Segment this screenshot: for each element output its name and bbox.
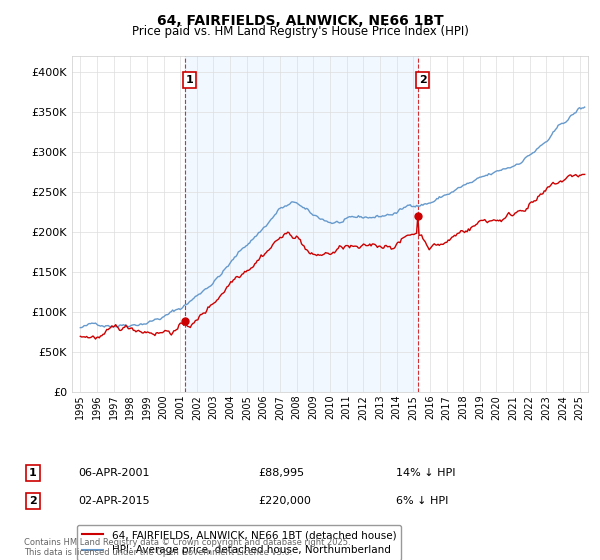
Text: 2: 2: [29, 496, 37, 506]
Text: Contains HM Land Registry data © Crown copyright and database right 2025.
This d: Contains HM Land Registry data © Crown c…: [24, 538, 350, 557]
Legend: 64, FAIRFIELDS, ALNWICK, NE66 1BT (detached house), HPI: Average price, detached: 64, FAIRFIELDS, ALNWICK, NE66 1BT (detac…: [77, 525, 401, 560]
Text: 02-APR-2015: 02-APR-2015: [78, 496, 149, 506]
Text: 64, FAIRFIELDS, ALNWICK, NE66 1BT: 64, FAIRFIELDS, ALNWICK, NE66 1BT: [157, 14, 443, 28]
Text: 1: 1: [186, 75, 194, 85]
Text: 14% ↓ HPI: 14% ↓ HPI: [396, 468, 455, 478]
Text: £88,995: £88,995: [258, 468, 304, 478]
Text: 06-APR-2001: 06-APR-2001: [78, 468, 149, 478]
Text: 6% ↓ HPI: 6% ↓ HPI: [396, 496, 448, 506]
Bar: [185, 56, 418, 392]
Text: 1: 1: [29, 468, 37, 478]
Text: 2: 2: [419, 75, 427, 85]
Text: £220,000: £220,000: [258, 496, 311, 506]
Text: Price paid vs. HM Land Registry's House Price Index (HPI): Price paid vs. HM Land Registry's House …: [131, 25, 469, 38]
